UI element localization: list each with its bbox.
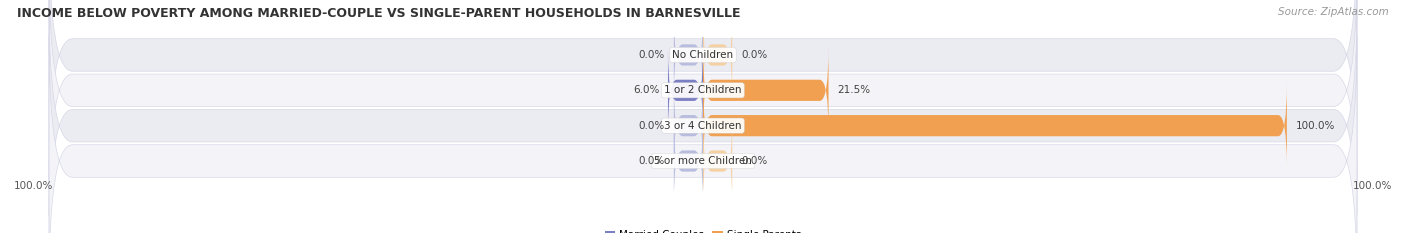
- Text: 0.0%: 0.0%: [638, 156, 665, 166]
- FancyBboxPatch shape: [673, 13, 703, 97]
- FancyBboxPatch shape: [673, 83, 703, 168]
- Text: INCOME BELOW POVERTY AMONG MARRIED-COUPLE VS SINGLE-PARENT HOUSEHOLDS IN BARNESV: INCOME BELOW POVERTY AMONG MARRIED-COUPL…: [17, 7, 741, 20]
- FancyBboxPatch shape: [49, 0, 1357, 233]
- FancyBboxPatch shape: [49, 0, 1357, 216]
- Text: 0.0%: 0.0%: [741, 156, 768, 166]
- Text: 0.0%: 0.0%: [638, 121, 665, 131]
- Text: 100.0%: 100.0%: [1295, 121, 1334, 131]
- FancyBboxPatch shape: [703, 13, 733, 97]
- Text: 100.0%: 100.0%: [14, 182, 53, 192]
- Text: 100.0%: 100.0%: [1353, 182, 1392, 192]
- FancyBboxPatch shape: [703, 119, 733, 203]
- Text: Source: ZipAtlas.com: Source: ZipAtlas.com: [1278, 7, 1389, 17]
- Legend: Married Couples, Single Parents: Married Couples, Single Parents: [600, 226, 806, 233]
- Text: 3 or 4 Children: 3 or 4 Children: [664, 121, 742, 131]
- Text: 5 or more Children: 5 or more Children: [654, 156, 752, 166]
- Text: 0.0%: 0.0%: [638, 50, 665, 60]
- FancyBboxPatch shape: [703, 48, 828, 133]
- Text: 0.0%: 0.0%: [741, 50, 768, 60]
- FancyBboxPatch shape: [673, 119, 703, 203]
- FancyBboxPatch shape: [49, 36, 1357, 233]
- Text: 1 or 2 Children: 1 or 2 Children: [664, 85, 742, 95]
- Text: 6.0%: 6.0%: [633, 85, 659, 95]
- FancyBboxPatch shape: [49, 0, 1357, 180]
- FancyBboxPatch shape: [703, 83, 1286, 168]
- FancyBboxPatch shape: [668, 48, 703, 133]
- Text: No Children: No Children: [672, 50, 734, 60]
- Text: 21.5%: 21.5%: [838, 85, 870, 95]
